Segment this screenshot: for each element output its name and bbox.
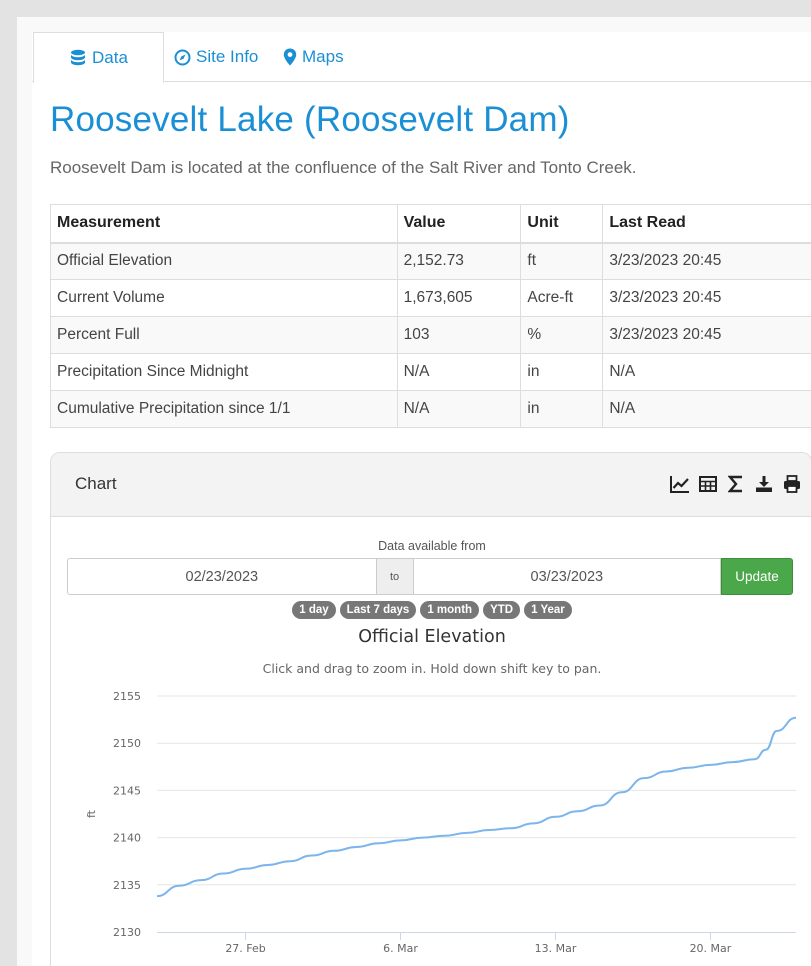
cell-measurement: Cumulative Precipitation since 1/1: [50, 390, 398, 428]
download-icon[interactable]: [753, 473, 775, 495]
elevation-series-line[interactable]: [156, 716, 797, 898]
cell-unit: Acre-ft: [520, 279, 604, 317]
range-ytd-button[interactable]: YTD: [483, 601, 521, 619]
data-available-label: Data available from: [378, 539, 486, 553]
chart-panel: Chart Data available from: [50, 452, 811, 966]
from-date-input[interactable]: [67, 558, 377, 595]
cell-unit: in: [520, 390, 604, 428]
chart-gridlines: [157, 695, 796, 886]
to-label: to: [376, 558, 413, 595]
y-tick-label: 2145: [113, 784, 141, 797]
cell-value: N/A: [396, 353, 522, 391]
y-axis-label: ft: [85, 809, 98, 818]
compass-icon: [174, 49, 191, 66]
tab-data-label: Data: [92, 47, 128, 67]
tab-site-info[interactable]: Site Info: [174, 32, 258, 82]
table-row: Precipitation Since Midnight N/A in N/A: [50, 353, 811, 391]
header-value: Value: [396, 204, 522, 244]
range-1-year-button[interactable]: 1 Year: [524, 601, 572, 619]
table-row: Official Elevation 2,152.73 ft 3/23/2023…: [50, 242, 811, 280]
cell-last-read: 3/23/2023 20:45: [602, 242, 811, 280]
cell-unit: %: [520, 316, 604, 354]
chart-panel-header: Chart: [51, 453, 811, 517]
range-1-month-button[interactable]: 1 month: [420, 601, 480, 619]
table-row: Current Volume 1,673,605 Acre-ft 3/23/20…: [50, 279, 811, 317]
cell-last-read: N/A: [602, 390, 811, 428]
table-row: Cumulative Precipitation since 1/1 N/A i…: [50, 390, 811, 428]
cell-value: 2,152.73: [396, 242, 522, 280]
x-tick-label: 27. Feb: [225, 942, 265, 955]
main-content: Data Site Info Maps Roosevelt Lake (Roos…: [32, 32, 811, 966]
tab-maps-label: Maps: [302, 47, 344, 66]
chart-subtitle: Click and drag to zoom in. Hold down shi…: [262, 661, 602, 676]
update-button[interactable]: Update: [721, 558, 794, 595]
tab-site-info-label: Site Info: [196, 47, 259, 66]
sigma-icon[interactable]: [725, 473, 747, 495]
y-axis-ticks: 2130 2135 2140 2145 2150 2155: [113, 690, 141, 939]
elevation-chart[interactable]: 2130 2135 2140 2145 2150 2155 27. Feb 6. Mar 13…: [51, 681, 811, 966]
y-tick-label: 2140: [113, 832, 141, 845]
y-tick-label: 2130: [113, 926, 141, 939]
cell-last-read: 3/23/2023 20:45: [602, 316, 811, 354]
y-tick-label: 2150: [113, 737, 141, 750]
print-icon[interactable]: [781, 473, 803, 495]
map-marker-icon: [283, 48, 297, 66]
table-icon[interactable]: [697, 473, 719, 495]
chart-panel-title: Chart: [75, 474, 117, 493]
x-tick-label: 13. Mar: [535, 942, 577, 955]
chart-toolbar: [669, 473, 803, 495]
y-tick-label: 2135: [113, 879, 141, 892]
range-7-days-button[interactable]: Last 7 days: [339, 601, 417, 619]
line-chart-icon[interactable]: [669, 473, 691, 495]
cell-measurement: Percent Full: [50, 316, 398, 354]
measurements-table: Measurement Value Unit Last Read Officia…: [50, 204, 811, 428]
header-measurement: Measurement: [50, 204, 398, 244]
date-range-row: to Update: [67, 558, 794, 595]
header-unit: Unit: [520, 204, 604, 244]
y-tick-label: 2155: [113, 690, 141, 703]
cell-last-read: 3/23/2023 20:45: [602, 279, 811, 317]
cell-value: N/A: [396, 390, 522, 428]
cell-measurement: Precipitation Since Midnight: [50, 353, 398, 391]
page-description: Roosevelt Dam is located at the confluen…: [50, 158, 637, 177]
cell-measurement: Official Elevation: [50, 242, 398, 280]
page-title: Roosevelt Lake (Roosevelt Dam): [50, 100, 570, 139]
table-row: Percent Full 103 % 3/23/2023 20:45: [50, 316, 811, 354]
cell-last-read: N/A: [602, 353, 811, 391]
tab-bar: Data Site Info Maps: [32, 32, 811, 83]
cell-value: 1,673,605: [396, 279, 522, 317]
tab-maps[interactable]: Maps: [283, 32, 344, 82]
table-header-row: Measurement Value Unit Last Read: [50, 204, 811, 244]
to-date-input[interactable]: [412, 558, 722, 595]
range-1-day-button[interactable]: 1 day: [292, 601, 336, 619]
cell-unit: ft: [520, 242, 604, 280]
tab-data[interactable]: Data: [33, 32, 164, 83]
cell-value: 103: [396, 316, 522, 354]
x-tick-label: 20. Mar: [690, 942, 732, 955]
range-buttons: 1 day Last 7 days 1 month YTD 1 Year: [51, 601, 811, 619]
x-axis: 27. Feb 6. Mar 13. Mar 20. Mar: [157, 932, 796, 955]
page-background: Data Site Info Maps Roosevelt Lake (Roos…: [17, 17, 811, 966]
cell-unit: in: [520, 353, 604, 391]
cell-measurement: Current Volume: [50, 279, 398, 317]
database-icon: [69, 49, 87, 67]
chart-title: Official Elevation: [358, 627, 506, 647]
header-last-read: Last Read: [602, 204, 811, 244]
x-tick-label: 6. Mar: [383, 942, 418, 955]
